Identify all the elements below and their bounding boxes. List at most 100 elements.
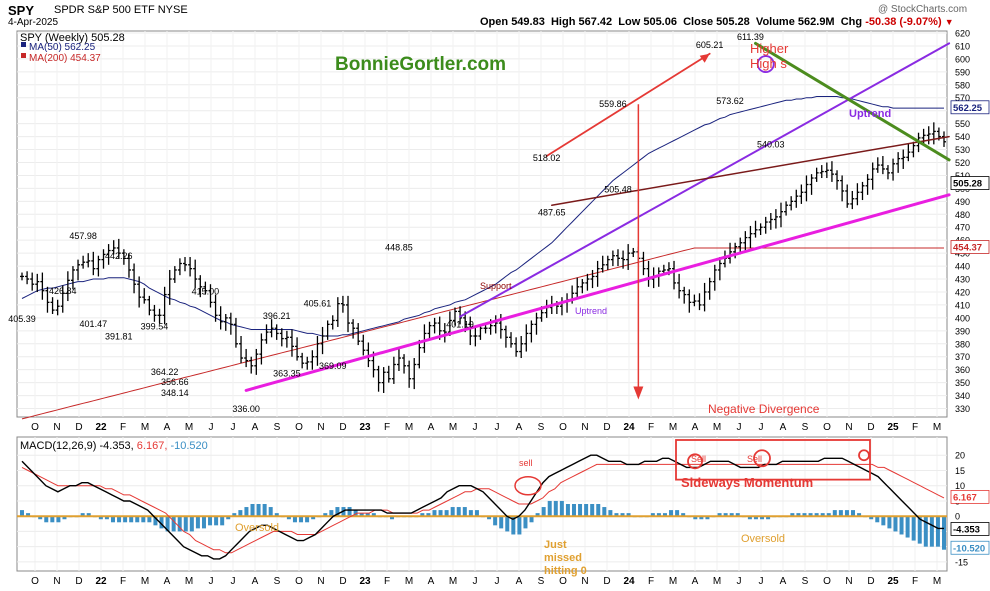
signal-value-badge: 6.167 bbox=[953, 492, 977, 503]
higher-highs-arrowhead bbox=[699, 53, 710, 63]
price-x-tick: M bbox=[933, 422, 941, 433]
price-y-tick: 620 bbox=[955, 29, 970, 39]
price-x-tick: 25 bbox=[887, 422, 899, 433]
macd-histogram-bar bbox=[274, 513, 279, 517]
macd-histogram-bar bbox=[359, 513, 364, 517]
uptrend-line bbox=[459, 42, 951, 318]
close-label: Close bbox=[683, 16, 714, 28]
higher-highs-label-line2: High s bbox=[750, 56, 787, 71]
price-badges: 562.25 505.28 454.37 bbox=[950, 100, 990, 254]
macd-histogram-bar bbox=[923, 516, 928, 547]
macd-histogram-bar bbox=[456, 507, 461, 517]
price-y-ticks: 3303403503603703803904004104204304404504… bbox=[955, 29, 970, 415]
just-missed-label-3: hitting 0 bbox=[544, 565, 587, 577]
macd-x-tick: M bbox=[713, 576, 721, 587]
macd-histogram-bar bbox=[493, 516, 498, 526]
macd-histogram-bar bbox=[838, 510, 843, 517]
price-x-tick: S bbox=[538, 422, 545, 433]
macd-histogram-bar bbox=[147, 516, 152, 523]
macd-histogram-bar bbox=[98, 516, 103, 520]
macd-x-tick: S bbox=[802, 576, 809, 587]
ma50-legend: MA(50) 562.25 bbox=[29, 42, 96, 53]
macd-x-tick: O bbox=[31, 576, 39, 587]
price-x-tick: D bbox=[339, 422, 346, 433]
macd-histogram-bar bbox=[917, 516, 922, 544]
ma200-price-badge-bg bbox=[950, 240, 990, 254]
macd-histogram-bar bbox=[62, 516, 67, 520]
price-x-tick: O bbox=[559, 422, 567, 433]
macd-histogram-bar bbox=[420, 513, 425, 517]
macd-line bbox=[21, 454, 944, 560]
price-y-tick: 600 bbox=[955, 54, 970, 64]
macd-histogram-bar bbox=[238, 510, 243, 517]
price-chart-title: SPY (Weekly) 505.28 bbox=[20, 32, 125, 44]
macd-x-tick: M bbox=[933, 576, 941, 587]
macd-x-tick: D bbox=[339, 576, 346, 587]
price-y-tick: 520 bbox=[955, 158, 970, 168]
price-x-tick: M bbox=[713, 422, 721, 433]
macd-histogram-bar bbox=[26, 513, 31, 517]
price-anchor-label: 356.66 bbox=[161, 377, 189, 387]
macd-histogram-bar bbox=[468, 510, 473, 517]
ma50-line bbox=[21, 96, 944, 337]
macd-histogram-bar bbox=[881, 516, 886, 526]
macd-x-tick: M bbox=[141, 576, 149, 587]
price-y-tick: 410 bbox=[955, 300, 970, 310]
price-x-tick: S bbox=[802, 422, 809, 433]
macd-x-tick: N bbox=[317, 576, 324, 587]
macd-y-tick: 20 bbox=[955, 451, 965, 461]
price-x-tick: D bbox=[867, 422, 874, 433]
macd-histogram-bar bbox=[681, 513, 686, 517]
macd-histogram-bar bbox=[905, 516, 910, 538]
macd-histogram-bar bbox=[650, 513, 655, 517]
macd-y-tick: 0 bbox=[955, 512, 960, 522]
macd-histogram-bar bbox=[189, 516, 194, 532]
ma200-legend: MA(200) 454.37 bbox=[29, 53, 101, 64]
macd-histogram-bar bbox=[432, 510, 437, 517]
price-y-tick: 540 bbox=[955, 132, 970, 142]
price-anchor-label: 364.22 bbox=[151, 367, 179, 377]
price-y-tick: 570 bbox=[955, 93, 970, 103]
macd-x-tick: F bbox=[912, 576, 918, 587]
macd-histogram-bar bbox=[790, 513, 795, 517]
price-anchor-label: 457.98 bbox=[69, 231, 97, 241]
macd-value-badge-bg bbox=[950, 522, 990, 536]
price-anchor-label: 369.09 bbox=[319, 361, 347, 371]
higher-highs-label-line1: Higher bbox=[750, 41, 789, 56]
macd-histogram-bar bbox=[44, 516, 49, 523]
macd-histogram-bar bbox=[80, 513, 85, 517]
macd-histogram-bar bbox=[323, 513, 328, 517]
macd-histogram-bar bbox=[547, 500, 552, 517]
macd-histogram-bar bbox=[153, 516, 158, 526]
macd-x-tick: M bbox=[405, 576, 413, 587]
macd-x-tick: M bbox=[449, 576, 457, 587]
macd-y-tick: -15 bbox=[955, 557, 968, 567]
macd-histogram-bar bbox=[541, 507, 546, 517]
price-x-tick: F bbox=[384, 422, 390, 433]
price-y-tick: 480 bbox=[955, 210, 970, 220]
price-y-tick: 470 bbox=[955, 223, 970, 233]
macd-histogram-bar bbox=[117, 516, 122, 523]
price-anchor-label: 405.39 bbox=[8, 314, 36, 324]
macd-histogram-bar bbox=[887, 516, 892, 529]
macd-x-tick: J bbox=[209, 576, 214, 587]
macd-histogram-bar bbox=[911, 516, 916, 541]
macd-x-tick: A bbox=[692, 576, 699, 587]
ma50-price-badge-bg bbox=[950, 100, 990, 115]
price-y-tick: 530 bbox=[955, 145, 970, 155]
macd-histogram-bar bbox=[232, 513, 237, 517]
macd-x-tick: A bbox=[780, 576, 787, 587]
price-x-tick: M bbox=[405, 422, 413, 433]
macd-histogram-bar bbox=[608, 510, 613, 517]
uptrend-label: Uptrend bbox=[849, 108, 891, 120]
price-anchor-label: 336.00 bbox=[232, 404, 260, 414]
macd-histogram-bar bbox=[335, 507, 340, 517]
price-x-tick: N bbox=[581, 422, 588, 433]
top-circle-marker bbox=[756, 55, 775, 73]
macd-histogram-bar bbox=[802, 513, 807, 517]
macd-histogram-bar bbox=[244, 507, 249, 517]
price-anchor-label: 391.81 bbox=[105, 331, 133, 341]
macd-histogram-bar bbox=[250, 504, 255, 517]
macd-histogram-bar bbox=[214, 516, 219, 526]
price-y-tick: 590 bbox=[955, 67, 970, 77]
